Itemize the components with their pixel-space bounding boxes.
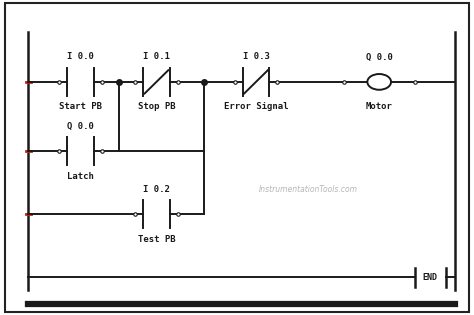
Text: Stop PB: Stop PB [137,102,175,112]
Text: END: END [423,273,438,282]
Text: Start PB: Start PB [59,102,102,112]
Text: Test PB: Test PB [137,235,175,244]
Text: Q 0.0: Q 0.0 [366,52,392,61]
Text: I 0.2: I 0.2 [143,185,170,194]
Text: I 0.3: I 0.3 [243,52,269,61]
Text: Motor: Motor [366,102,392,112]
Text: I 0.0: I 0.0 [67,52,94,61]
Text: Q 0.0: Q 0.0 [67,122,94,131]
Text: InstrumentationTools.com: InstrumentationTools.com [259,185,357,193]
Text: Latch: Latch [67,172,94,181]
Text: I 0.1: I 0.1 [143,52,170,61]
Text: Error Signal: Error Signal [224,102,288,112]
